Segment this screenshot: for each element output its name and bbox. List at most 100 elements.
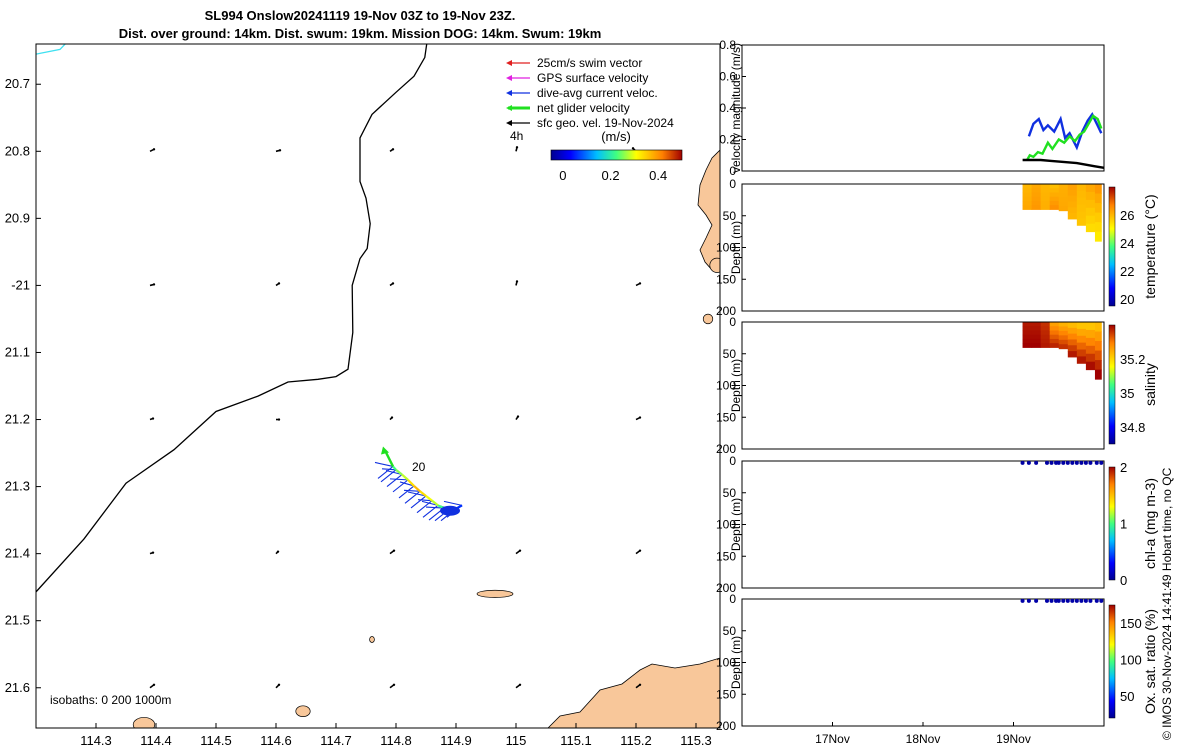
salinity-ytick-label-4: 200 (716, 442, 736, 456)
oxygen-point-12 (1083, 598, 1088, 603)
temperature-cell-4-2 (1058, 192, 1069, 198)
chl-a-point-14 (1094, 460, 1099, 465)
chl-a-point-15 (1099, 460, 1104, 465)
map-x-tick-label-5: 114.8 (380, 733, 412, 748)
temperature-ytick-label-3: 150 (716, 272, 736, 286)
map-y-tick-label-4: 21.1 (5, 344, 30, 359)
oxygen-point-9 (1070, 598, 1075, 603)
chl-a-point-1 (1026, 460, 1031, 465)
temperature-cell-0-3 (1022, 196, 1033, 202)
oxygen-point-14 (1094, 598, 1099, 603)
isobaths-label: isobaths: 0 200 1000m (50, 693, 171, 707)
dive-avg-vector-b-12 (377, 466, 394, 479)
dive-avg-vector-b-4 (422, 504, 439, 518)
temperature-cell-1-0 (1031, 184, 1042, 189)
temperature-cbar-tick-3: 26 (1120, 208, 1134, 223)
oxygen-point-3 (1044, 598, 1049, 603)
oxygen-ytick-label-3: 150 (716, 687, 736, 701)
track-segment-6 (419, 490, 427, 497)
colorbar-tick-label-2: 0.4 (649, 168, 667, 183)
glider-track-layer (374, 446, 463, 522)
track-segment-4 (431, 499, 439, 507)
salinity-cell-3-0 (1049, 322, 1060, 327)
map-x-tick-label-9: 115.2 (620, 733, 652, 748)
salinity-cell-7-2 (1085, 337, 1096, 347)
salinity-cell-2-1 (1040, 326, 1051, 331)
temperature-cell-3-3 (1049, 196, 1060, 202)
island-4 (709, 257, 720, 273)
geo-arrow-head-22 (392, 683, 396, 686)
salinity-cell-6-1 (1076, 328, 1087, 337)
dive-avg-vector-7 (403, 489, 421, 492)
oxygen-ytick-label-0: 0 (729, 592, 736, 606)
track-segment-5 (425, 495, 433, 502)
salinity-cell-7-1 (1085, 329, 1096, 339)
oxygen-point-15 (1099, 598, 1104, 603)
map-x-tick-label-8: 115.1 (560, 733, 592, 748)
dive-avg-vector-10 (385, 469, 403, 476)
chl-a-frame (741, 460, 1105, 589)
colorbar-tick-label-1: 0.2 (602, 168, 620, 183)
legend-label-3: net glider velocity (537, 101, 630, 115)
map-x-tick-label-3: 114.6 (260, 733, 292, 748)
salinity-cell-1-0 (1031, 322, 1042, 327)
oxygen-point-7 (1061, 598, 1066, 603)
map-y-tick-label-7: 21.4 (5, 546, 30, 561)
dive-avg-vector-b-8 (398, 485, 415, 499)
oxygen-ytick-label-1: 50 (723, 624, 737, 638)
track-segment-10 (395, 468, 403, 476)
oxygen-ytick-label-4: 200 (716, 719, 736, 733)
salinity-cell-4-4 (1058, 339, 1069, 345)
chl-a-panel: 0 50 100 150 200 Depth (m) 0 1 2 chl-a (mg m-3) (716, 454, 1158, 595)
salinity-cell-8-3 (1094, 350, 1102, 361)
legend-arrowhead-1 (506, 75, 512, 81)
temperature-cell-1-2 (1031, 192, 1042, 198)
temperature-cell-3-5 (1049, 205, 1060, 210)
dive-avg-vector-b-10 (386, 474, 403, 487)
temperature-cell-5-5 (1067, 213, 1078, 220)
salinity-cell-0-4 (1022, 338, 1033, 344)
oxygen-point-10 (1074, 598, 1079, 603)
salinity-cbar-tick-1: 35 (1120, 386, 1134, 401)
map-x-ticks: 114.3 114.4 114.5 114.6 114.7 114.8 114.9 115 11… (80, 723, 712, 748)
temperature-cell-2-0 (1040, 184, 1051, 189)
island-1 (132, 717, 156, 728)
salinity-cell-2-0 (1040, 322, 1051, 327)
temperature-cell-8-1 (1094, 193, 1102, 204)
track-segment-11 (392, 465, 397, 471)
temperature-cell-5-3 (1067, 201, 1078, 208)
salinity-cell-4-5 (1058, 344, 1069, 350)
chl-a-point-2 (1034, 460, 1039, 465)
net-velocity-arrowhead (381, 446, 389, 455)
geo-arrow-head-4 (631, 147, 635, 150)
geo-arrow-head-0 (152, 148, 156, 151)
chl-a-cbar-tick-1: 1 (1120, 517, 1127, 532)
chl-a-cbar-label: chl-a (mg m-3) (1142, 478, 1158, 569)
temperature-cell-1-5 (1031, 205, 1042, 210)
island-3 (369, 636, 375, 643)
salinity-cell-1-3 (1031, 334, 1042, 340)
oxygen-point-4 (1049, 598, 1054, 603)
map-x-tick-label-6: 114.9 (440, 733, 472, 748)
temperature-cell-5-1 (1067, 189, 1078, 197)
oxygen-colorbar (1108, 604, 1116, 719)
legend-arrowhead-3 (506, 105, 512, 111)
map-y-tick-label-5: 21.2 (5, 412, 30, 427)
temperature-ytick-label-0: 0 (729, 177, 736, 191)
geo-arrow-head-6 (277, 282, 281, 285)
salinity-cell-7-0 (1085, 322, 1096, 331)
map-y-tick-label-8: 21.5 (5, 613, 30, 628)
temperature-cbar-tick-2: 24 (1120, 236, 1134, 251)
salinity-cell-1-1 (1031, 326, 1042, 331)
salinity-cell-6-4 (1076, 349, 1087, 357)
chl-a-point-8 (1065, 460, 1070, 465)
salinity-cell-8-4 (1094, 360, 1102, 371)
velocity-ytick-label-3: 0.6 (719, 70, 736, 84)
temperature-cell-6-5 (1076, 218, 1087, 226)
salinity-cell-8-5 (1094, 369, 1102, 380)
temperature-ytick-label-4: 200 (716, 304, 736, 318)
temperature-cell-4-5 (1058, 206, 1069, 212)
legend-arrowhead-2 (506, 90, 512, 96)
coastline (36, 44, 428, 593)
